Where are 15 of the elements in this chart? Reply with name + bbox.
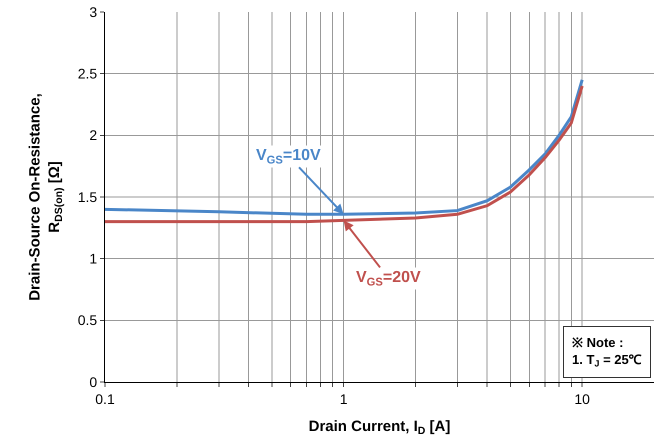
annotation: ※ Note : [572,335,624,350]
text: V$_{GS}$=20V [356,269,421,288]
y-tick-label: 0.5 [78,312,98,328]
annotation: 1. T$_{J}$ = 25℃ [572,352,642,369]
x-axis-title: Drain Current, I$_{D}$ [A] [308,418,450,437]
y-tick-label: 2.5 [78,66,98,82]
x-tick-label: 10 [574,390,590,407]
y-tick-label: 0 [89,374,98,390]
y-tick-label: 3 [89,4,98,20]
text: V$_{GS}$=10V [256,147,321,166]
x-tick-label: 0.1 [95,390,115,407]
y-tick-label: 1.5 [78,188,98,205]
y-tick-label: 2 [89,127,98,144]
x-tick-label: 1 [340,390,348,407]
y-tick-label: 1 [89,250,98,267]
